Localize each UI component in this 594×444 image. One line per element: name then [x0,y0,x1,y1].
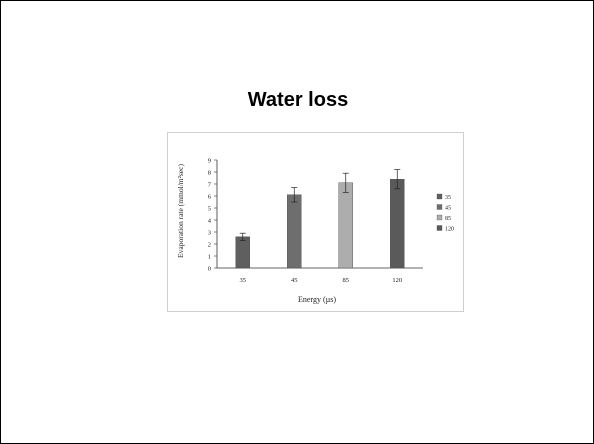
x-tick-label: 120 [392,277,402,284]
y-tick-label: 6 [208,194,212,201]
y-tick-label: 7 [208,182,212,189]
bar [287,194,302,269]
chart-frame: 0 1 2 3 4 5 6 7 8 9 35 45 85 120 35 45 85 120 Evaporation… [167,132,464,312]
y-axis-label: Evaporation rate (mmol/m²sec) [176,164,185,258]
legend-swatch [436,204,443,210]
legend-label: 35 [445,195,451,201]
legend-label: 120 [445,227,454,233]
y-tick-label: 0 [208,266,211,273]
y-tick-label: 9 [208,158,211,165]
legend-label: 45 [445,206,451,212]
y-tick-label: 2 [208,242,211,249]
y-tick-label: 5 [208,206,211,213]
bar [235,236,250,269]
y-tick-label: 4 [208,218,212,225]
legend-label: 85 [445,216,451,222]
x-axis-label: Energy (µs) [298,295,336,304]
legend-swatch [436,193,443,200]
x-tick-label: 35 [240,277,247,284]
bar [338,182,353,269]
x-tick-label: 45 [291,277,298,284]
legend-swatch [436,214,443,221]
y-tick-label: 3 [208,230,211,237]
bar [390,179,405,269]
x-tick-label: 85 [343,277,350,284]
legend-swatch [436,225,443,231]
y-tick-label: 1 [208,254,211,261]
slide-title: Water loss [247,89,349,111]
y-tick-label: 8 [208,170,211,177]
